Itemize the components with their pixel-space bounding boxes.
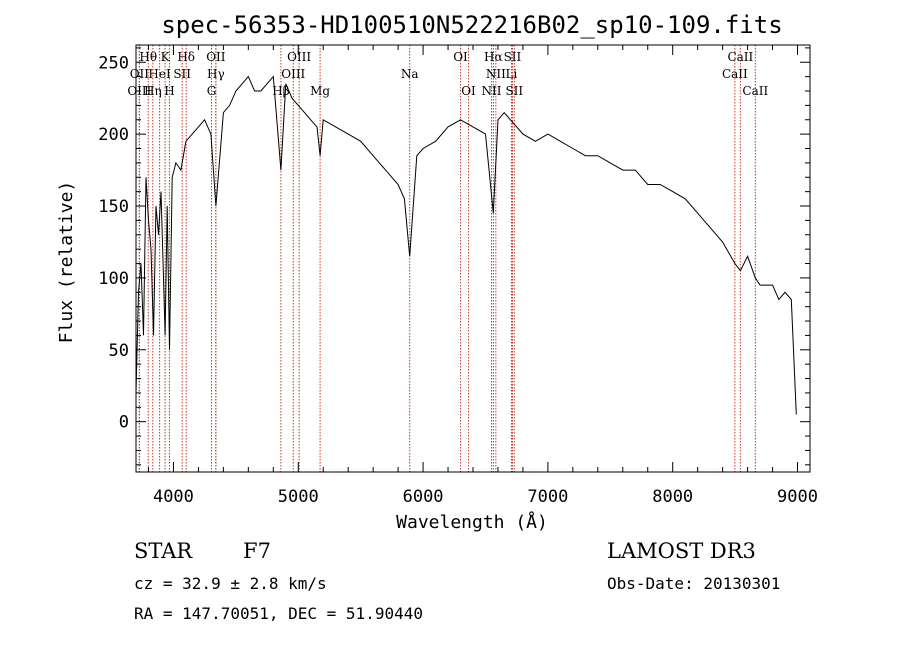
x-tick-label: 4000 [153,487,194,507]
spectral-line-label: NII [486,67,506,81]
spectral-line-markers [138,45,756,472]
spectral-line-label: Hη [144,84,162,98]
observation-date: Obs-Date: 20130301 [607,574,780,593]
redshift-value: cz = 32.9 ± 2.8 km/s [134,574,327,593]
spectral-line-label: OIII [287,50,311,64]
y-axis-ticks: 0 50 100 150 200 250 [98,47,810,466]
spectral-line-label: SII [173,67,191,81]
y-tick-label: 250 [98,53,129,73]
spectral-line-label: H [164,84,174,98]
spectral-line-label: SII [504,50,522,64]
coordinates: RA = 147.70051, DEC = 51.90440 [134,604,423,623]
spectral-line-label: OI [453,50,468,64]
spectral-line-label: Hα [484,50,503,64]
spectral-line-label: CaII [722,67,748,81]
spectral-line-label: Hγ [207,67,225,81]
x-tick-label: 7000 [527,487,568,507]
x-axis-ticks: 4000 5000 6000 7000 8000 9000 [147,45,818,507]
spectral-line-label: G [207,84,217,98]
spectral-line-label: OIII [281,67,305,81]
spectral-line-label: Na [401,67,419,81]
flux-series-line [135,75,797,415]
spectral-line-label: OI [461,84,476,98]
x-axis-label: Wavelength (Å) [396,511,548,533]
y-axis-label: Flux (relative) [56,181,77,344]
spectral-line-label: K [161,50,171,64]
spectral-line-label: Li [506,67,518,81]
y-tick-label: 150 [98,197,129,217]
y-tick-label: 200 [98,125,129,145]
object-type: STAR [134,539,193,563]
x-tick-label: 6000 [403,487,444,507]
survey-name: LAMOST DR3 [607,539,756,563]
y-tick-label: 100 [98,269,129,289]
spectral-line-label: HeI [148,67,171,81]
spectral-line-label: Mg [310,84,330,98]
spectral-line-label: OII [206,50,226,64]
spectral-line-label: Hδ [177,50,195,64]
spectral-line-label: CaII [727,50,753,64]
x-tick-label: 5000 [278,487,319,507]
plot-frame [135,44,811,473]
spectral-line-label: NII [481,84,501,98]
y-tick-label: 0 [119,413,129,433]
x-tick-label: 9000 [777,487,818,507]
spectral-line-label: OII [130,67,150,81]
spectral-line-label: SII [505,84,523,98]
y-tick-label: 50 [109,341,129,361]
spectral-line-label: Hθ [139,50,157,64]
spectral-subclass: F7 [243,539,271,563]
spectral-line-label: CaII [742,84,768,98]
x-tick-label: 8000 [652,487,693,507]
chart-title: spec-56353-HD100510N522216B02_sp10-109.f… [161,11,782,39]
